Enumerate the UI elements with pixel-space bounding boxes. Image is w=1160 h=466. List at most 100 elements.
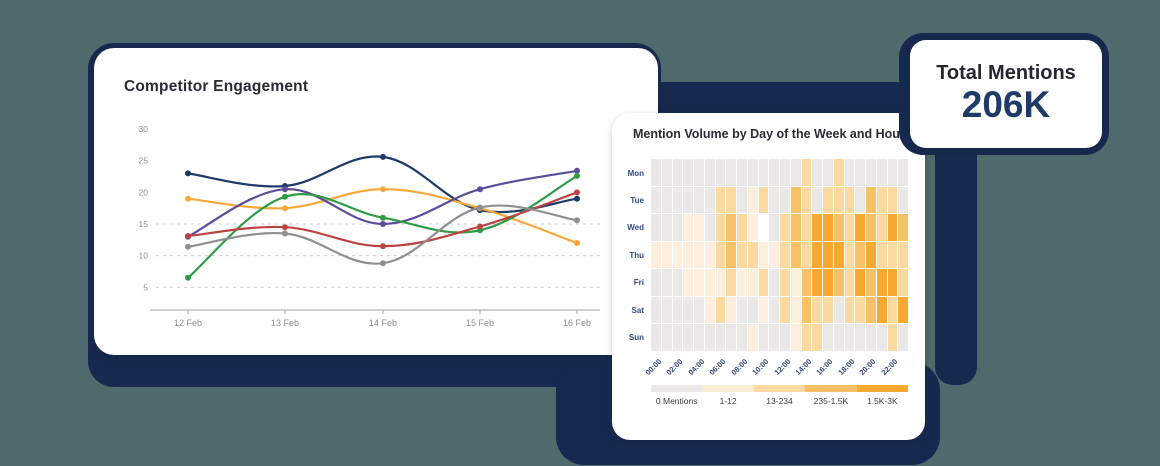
heatmap-cell [823,269,833,296]
heatmap-cell [876,296,887,324]
y-tick-label: 10 [139,251,149,261]
legend-swatch [856,385,909,392]
heatmap-cell [661,324,672,351]
heatmap-cell [694,214,704,241]
data-point-green [282,193,288,200]
legend-label: 235-1.5K [813,396,849,406]
data-point-red [380,243,386,250]
heatmap-cell [737,214,747,241]
heatmap-day-label: Mon [627,168,644,178]
x-tick-label: 15 Feb [466,318,494,328]
heatmap-cell [844,241,855,269]
data-point-red [477,223,483,230]
heatmap-cell [661,241,672,269]
heatmap-cell [812,214,822,241]
heatmap-cell [737,186,747,214]
heatmap-cell [715,324,726,351]
heatmap-cell [704,214,715,241]
heatmap-cell [876,159,887,186]
heatmap-cell [661,269,672,296]
heatmap-day-label: Sun [628,333,644,343]
heatmap-cell [866,296,876,324]
data-point-gray [380,260,386,267]
data-point-gray [574,217,580,224]
heatmap-cell [769,186,779,214]
heatmap-cell [704,269,715,296]
heatmap-cell [769,324,779,351]
total-mentions-card: Total Mentions 206K [910,40,1102,148]
legend-label: 1-12 [719,396,737,406]
heatmap-cell [790,241,801,269]
legend-label: 0 Mentions [655,396,698,406]
heatmap-cell [726,241,736,269]
data-point-orange [185,195,191,202]
heatmap-cell [887,324,898,351]
data-point-orange [380,186,386,193]
heatmap-cell [780,296,790,324]
heatmap-cell [855,324,865,351]
heatmap-legend-labels: 0 Mentions 1-12 13-234 235-1.5K 1.5K-3K [651,396,908,406]
data-point-purple [477,186,483,193]
heatmap-cell [887,269,898,296]
legend-label: 13-234 [766,396,793,406]
heatmap-cell [737,296,747,324]
heatmap-cell [823,296,833,324]
data-point-purple [574,167,580,174]
heatmap-cell [758,214,769,241]
stat-value: 206K [961,83,1051,125]
heatmap-grid [651,159,908,351]
heatmap-legend-bar [651,385,909,392]
heatmap-cell [758,241,769,269]
heatmap-cell [833,214,844,241]
heatmap-cell [790,324,801,351]
heatmap-cell [833,296,844,324]
heatmap-cell [747,296,758,324]
heatmap-cell [726,159,736,186]
heatmap-cell [715,296,726,324]
heatmap-cell [887,296,898,324]
heatmap-cell [790,269,801,296]
heatmap-cell [898,324,908,351]
x-tick-label: 12 Feb [174,318,202,328]
heatmap-card-right-shadow-shape [935,120,977,385]
heatmap-cell [651,296,661,324]
heatmap-cell [866,269,876,296]
heatmap-cell [661,296,672,324]
heatmap-cell [747,159,758,186]
heatmap-cell [715,269,726,296]
heatmap-cell [651,186,661,214]
heatmap-cell [726,186,736,214]
heatmap-cell [812,269,822,296]
heatmap-cell [887,241,898,269]
heatmap-cell [898,186,908,214]
heatmap-cell [661,159,672,186]
heatmap-cell [683,186,693,214]
heatmap-cell [876,324,887,351]
heatmap-cell [715,159,726,186]
heatmap-cell [866,324,876,351]
heatmap-cell [866,186,876,214]
heatmap-cell [694,159,704,186]
y-tick-label: 5 [143,282,148,292]
heatmap-cell [704,159,715,186]
heatmap-cell [790,186,801,214]
legend-label: 1.5K-3K [866,396,898,406]
heatmap-cell [661,214,672,241]
heatmap-cell [812,186,822,214]
heatmap-cell [737,159,747,186]
heatmap-day-label: Tue [630,195,644,205]
heatmap-cell [694,241,704,269]
heatmap-title: Mention Volume by Day of the Week and Ho… [633,127,905,141]
heatmap-cell [683,159,693,186]
data-point-gray [477,204,483,211]
heatmap-cell [769,241,779,269]
heatmap-cell [844,159,855,186]
heatmap-cell [855,241,865,269]
heatmap-cell [823,241,833,269]
heatmap-cell [887,159,898,186]
legend-swatch [805,385,857,392]
data-point-green [380,214,386,221]
heatmap-cell [694,269,704,296]
heatmap-cell [812,241,822,269]
